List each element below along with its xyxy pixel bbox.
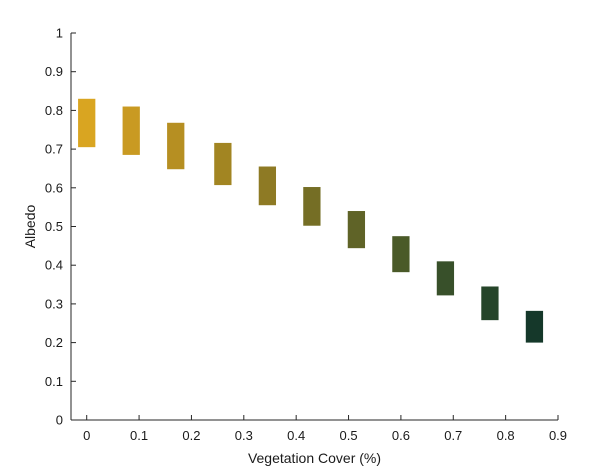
albedo-range-bar [167,122,185,170]
x-tick-label: 0.9 [549,428,567,443]
x-tick-label: 0.8 [497,428,515,443]
y-tick-label: 1 [56,26,63,41]
albedo-range-bar [525,310,544,343]
axes-group [70,33,558,421]
albedo-range-bar [436,261,455,296]
x-tick-label: 0.7 [444,428,462,443]
albedo-range-bar [481,286,499,321]
y-tick-label: 0.6 [45,180,63,195]
y-tick-label: 0.9 [45,64,63,79]
bars-group [78,98,544,343]
x-tick-label: 0 [83,428,90,443]
albedo-range-bar [122,106,140,155]
y-tick-label: 0.3 [45,296,63,311]
albedo-range-bar [258,166,277,206]
albedo-range-bar [392,236,410,273]
y-axis-label: Albedo [22,204,38,248]
x-tick-label: 0.4 [287,428,305,443]
x-axis-label: Vegetation Cover (%) [248,450,381,466]
albedo-range-bar [78,98,96,148]
albedo-range-bar [214,142,232,186]
y-tick-label: 0.7 [45,142,63,157]
y-tick-label: 0 [56,413,63,428]
x-tick-label: 0.6 [392,428,410,443]
x-tick-label: 0.5 [339,428,357,443]
albedo-range-bar [347,211,366,249]
y-tick-label: 0.1 [45,374,63,389]
x-tick-label: 0.2 [182,428,200,443]
albedo-range-bar [303,187,321,226]
x-tick-label: 0.3 [235,428,253,443]
x-ticks-group: 0 0.1 0.2 0.3 0.4 0.5 0.6 0.7 0.8 0.9 [83,415,567,443]
y-tick-label: 0.5 [45,219,63,234]
x-tick-label: 0.1 [130,428,148,443]
y-ticks-group: 0 0.1 0.2 0.3 0.4 0.5 0.6 0.7 0.8 0.9 1 [45,26,76,428]
y-tick-label: 0.8 [45,103,63,118]
y-tick-label: 0.2 [45,335,63,350]
y-tick-label: 0.4 [45,258,63,273]
